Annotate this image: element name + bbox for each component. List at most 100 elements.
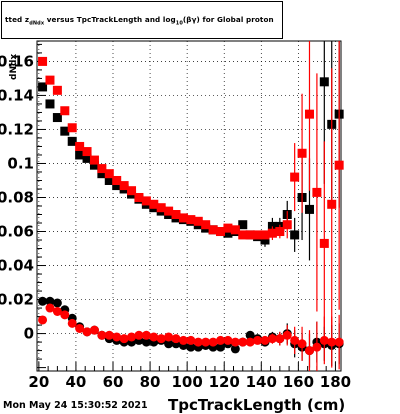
data-point-circle bbox=[319, 335, 329, 345]
data-point-square bbox=[260, 235, 270, 245]
data-point-circle bbox=[230, 344, 240, 354]
data-point-square bbox=[45, 75, 55, 85]
data-point-square bbox=[230, 225, 240, 235]
data-point-circle bbox=[52, 306, 62, 316]
data-point-circle bbox=[45, 303, 55, 313]
data-point-circle bbox=[297, 339, 307, 349]
data-point-square bbox=[52, 113, 62, 123]
data-point-circle bbox=[282, 330, 292, 340]
data-point-square bbox=[186, 215, 196, 225]
data-point-square bbox=[38, 82, 48, 92]
data-point-circle bbox=[67, 318, 77, 328]
data-point-square bbox=[334, 160, 344, 170]
data-point-square bbox=[171, 210, 181, 220]
data-point-square bbox=[290, 230, 300, 240]
data-point-circle bbox=[208, 337, 218, 347]
data-point-circle bbox=[312, 342, 322, 352]
x-tick-label: 160 bbox=[283, 373, 314, 391]
data-point-square bbox=[112, 181, 122, 191]
data-point-square bbox=[327, 199, 337, 209]
data-point-square bbox=[267, 228, 277, 238]
timestamp: Mon May 24 15:30:52 2021 bbox=[3, 400, 148, 411]
data-point-square bbox=[104, 175, 114, 185]
data-point-circle bbox=[156, 334, 166, 344]
title-part-2: versus TpcTrackLength and log bbox=[44, 15, 176, 24]
plot-frame bbox=[36, 40, 342, 372]
data-point-square bbox=[253, 230, 263, 240]
title-sub-1: dNdx bbox=[29, 20, 45, 27]
data-point-circle bbox=[52, 298, 62, 308]
marks-layer bbox=[38, 41, 344, 371]
data-point-circle bbox=[230, 337, 240, 347]
data-point-circle bbox=[260, 335, 270, 345]
data-point-square bbox=[312, 187, 322, 197]
x-tick-label: 140 bbox=[246, 373, 277, 391]
data-point-square bbox=[193, 216, 203, 226]
data-point-square bbox=[112, 175, 122, 185]
data-point-square bbox=[245, 230, 255, 240]
data-point-square bbox=[97, 169, 107, 179]
data-point-square bbox=[52, 85, 62, 95]
data-point-square bbox=[275, 227, 285, 237]
data-point-square bbox=[104, 169, 114, 179]
data-point-circle bbox=[104, 330, 114, 340]
data-point-square bbox=[260, 230, 270, 240]
data-point-circle bbox=[38, 315, 48, 325]
data-point-circle bbox=[45, 296, 55, 306]
data-point-square bbox=[216, 227, 226, 237]
data-point-circle bbox=[141, 330, 151, 340]
data-point-circle bbox=[119, 334, 129, 344]
data-point-square bbox=[178, 213, 188, 223]
data-point-circle bbox=[275, 334, 285, 344]
title-part-3: (βγ) for Global proton bbox=[182, 15, 274, 24]
y-tick-label: 0 bbox=[24, 325, 34, 343]
data-point-circle bbox=[112, 332, 122, 342]
title-part-1: tted z bbox=[5, 15, 30, 24]
title-box: tted zdNdx versus TpcTrackLength and log… bbox=[1, 1, 283, 39]
x-tick-label: 60 bbox=[103, 373, 124, 391]
data-point-square bbox=[141, 196, 151, 206]
data-point-circle bbox=[82, 327, 92, 337]
data-point-circle bbox=[201, 337, 211, 347]
data-point-square bbox=[89, 160, 99, 170]
x-tick-label: 120 bbox=[209, 373, 240, 391]
data-point-square bbox=[297, 148, 307, 158]
y-tick-label: 0.16 bbox=[0, 52, 34, 70]
data-point-square bbox=[38, 56, 48, 66]
data-point-circle bbox=[178, 335, 188, 345]
data-point-circle bbox=[186, 342, 196, 352]
data-point-circle bbox=[216, 342, 226, 352]
y-tick-label: 0.02 bbox=[0, 291, 34, 309]
data-point-square bbox=[60, 126, 70, 136]
data-point-square bbox=[319, 77, 329, 87]
data-point-square bbox=[134, 192, 144, 202]
data-point-square bbox=[149, 199, 159, 209]
data-point-circle bbox=[238, 337, 248, 347]
data-point-square bbox=[82, 147, 92, 157]
data-point-circle bbox=[60, 310, 70, 320]
tick-labels-layer: 20 40 60 80 100 120 140 160 180 0 0.02 0.04 0.06 0.08… bbox=[0, 52, 351, 391]
data-point-circle bbox=[267, 334, 277, 344]
data-point-circle bbox=[89, 325, 99, 335]
data-point-square bbox=[304, 204, 314, 214]
data-point-square bbox=[223, 223, 233, 233]
x-axis-label: TpcTrackLength (cm) bbox=[168, 396, 346, 414]
data-point-square bbox=[60, 106, 70, 116]
data-point-square bbox=[75, 141, 85, 151]
x-tick-label: 40 bbox=[65, 373, 86, 391]
data-point-square bbox=[67, 136, 77, 146]
data-point-square bbox=[45, 99, 55, 109]
data-point-square bbox=[208, 225, 218, 235]
data-point-square bbox=[127, 186, 137, 196]
data-point-square bbox=[164, 206, 174, 216]
data-point-circle bbox=[245, 337, 255, 347]
data-point-circle bbox=[253, 335, 263, 345]
data-point-circle bbox=[164, 332, 174, 342]
data-point-circle bbox=[290, 335, 300, 345]
x-tick-label: 180 bbox=[320, 373, 351, 391]
data-point-circle bbox=[149, 332, 159, 342]
data-point-square bbox=[282, 220, 292, 230]
data-point-square bbox=[75, 150, 85, 160]
data-point-circle bbox=[75, 323, 85, 333]
